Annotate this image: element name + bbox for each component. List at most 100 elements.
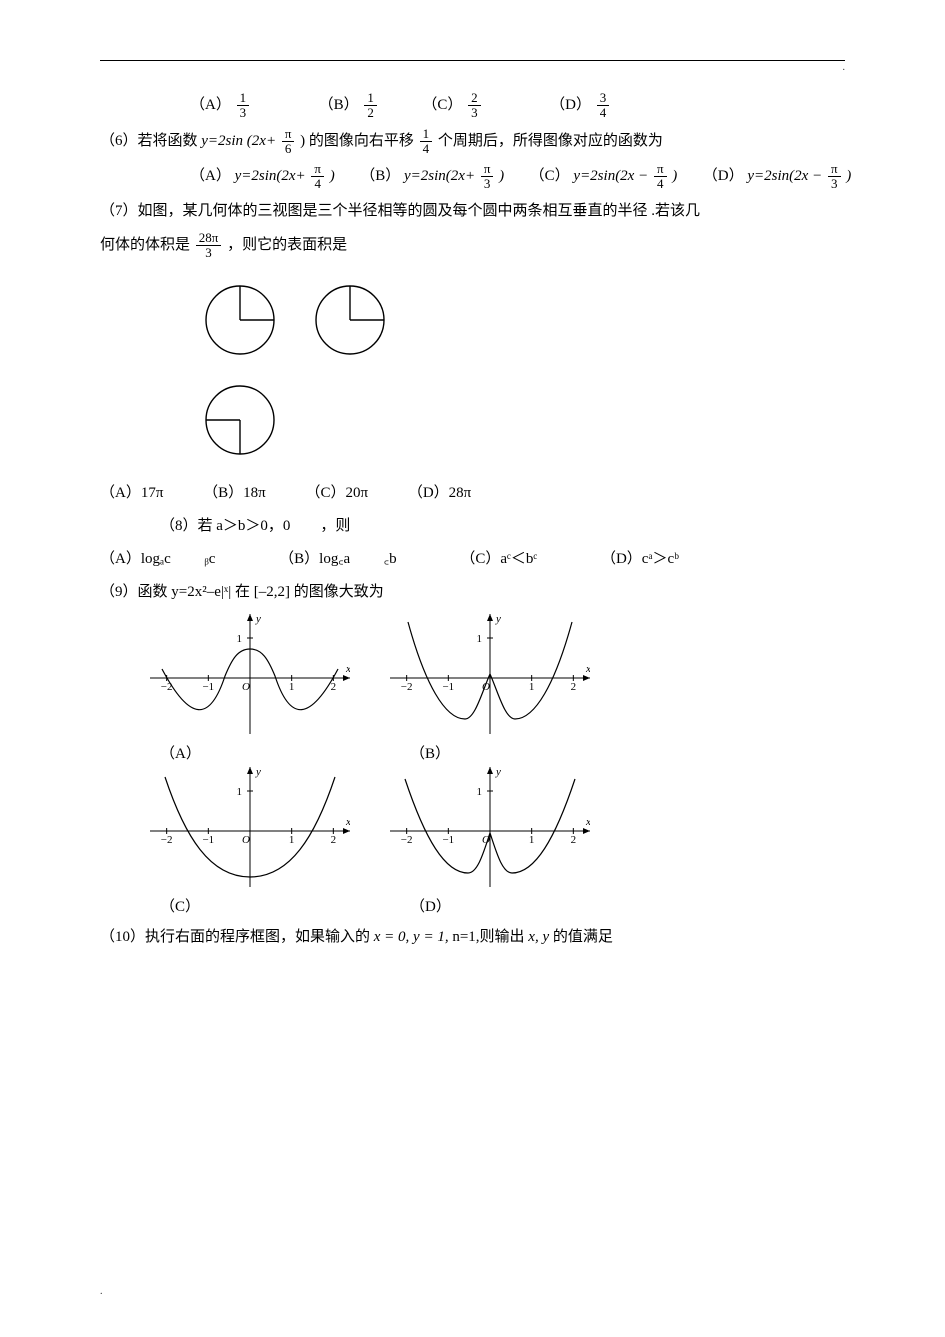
q10-expr2: x, y xyxy=(528,929,549,945)
svg-text:O: O xyxy=(242,834,250,846)
q6-text2: ) 的图像向右平移 xyxy=(300,133,414,149)
q6-fracC: π4 xyxy=(654,162,667,192)
q7-frac-vol: 28π3 xyxy=(196,231,222,261)
q6-fracD: π3 xyxy=(828,162,841,192)
q9-stem: （9）函数 y=2x²–e|ˣ| 在 [–2,2] 的图像大致为 xyxy=(100,579,845,606)
svg-text:x: x xyxy=(585,663,590,675)
q6-text1: （6）若将函数 xyxy=(100,133,201,149)
q6-exprA1: y=2sin(2x+ xyxy=(235,168,306,184)
svg-text:O: O xyxy=(242,681,250,693)
svg-text:2: 2 xyxy=(331,834,337,846)
svg-text:2: 2 xyxy=(571,834,577,846)
q7-text2b: ，则它的表面积是 xyxy=(227,237,347,253)
q6-exprB2: ) xyxy=(499,168,504,184)
q9-graph-A: −2 −1 1 2 1 Ox y xyxy=(150,614,390,734)
q6-fracA: π4 xyxy=(311,162,324,192)
q6-exprA2: ) xyxy=(330,168,335,184)
svg-text:1: 1 xyxy=(237,633,243,645)
svg-text:x: x xyxy=(585,816,590,828)
q6-fracB: π3 xyxy=(481,162,494,192)
q10-expr1: x = 0, y = 1, xyxy=(374,929,449,945)
q9-label-D: （D） xyxy=(400,891,650,916)
svg-text:−2: −2 xyxy=(401,681,413,693)
q6-frac-arg: π6 xyxy=(282,127,295,157)
q7-optC: （C）20π xyxy=(306,485,369,501)
q6-exprC2: ) xyxy=(672,168,677,184)
q7-figure xyxy=(190,270,450,470)
q6-exprB1: y=2sin(2x+ xyxy=(404,168,475,184)
q7-optD: （D）28π xyxy=(408,485,471,501)
q9-label-B: （B） xyxy=(400,738,650,763)
q5-optD-label: （D） xyxy=(550,97,591,113)
q6-fn-prefix: y=2sin (2x+ xyxy=(201,133,276,149)
q7-stem-line2: 何体的体积是 28π3 ，则它的表面积是 xyxy=(100,231,845,261)
q8-optB: （B）log꜀a ꜀b xyxy=(279,551,396,567)
q8-optC: （C）aᶜ＜bᶜ xyxy=(460,551,537,567)
q8-options: （A）logₐc ᵦc （B）log꜀a ꜀b （C）aᶜ＜bᶜ （D）cᵃ＞c… xyxy=(100,546,845,573)
q7-options: （A）17π （B）18π （C）20π （D）28π xyxy=(100,480,845,507)
q9-label-A: （A） xyxy=(150,738,400,763)
q6-options: （A） y=2sin(2x+ π4 ) （B） y=2sin(2x+ π3 ) … xyxy=(100,162,845,192)
svg-text:2: 2 xyxy=(571,681,577,693)
q8-optA: （A）logₐc ᵦc xyxy=(100,551,215,567)
q5-fracD: 34 xyxy=(597,91,610,121)
q6-exprD1: y=2sin(2x − xyxy=(747,168,822,184)
q7-optA: （A）17π xyxy=(100,485,163,501)
svg-text:1: 1 xyxy=(477,786,483,798)
q7-stem-line1: （7）如图，某几何体的三视图是三个半径相等的圆及每个圆中两条相互垂直的半径 .若… xyxy=(100,198,845,225)
corner-mark-bl: . xyxy=(100,1286,103,1297)
q7-optB: （B）18π xyxy=(203,485,266,501)
svg-text:1: 1 xyxy=(529,681,535,693)
q8-optD: （D）cᵃ＞cᵇ xyxy=(601,551,679,567)
q10-text1: （10）执行右面的程序框图，如果输入的 xyxy=(100,929,374,945)
q6-exprD2: ) xyxy=(846,168,851,184)
q6-frac-shift: 14 xyxy=(420,127,433,157)
svg-text:1: 1 xyxy=(289,681,295,693)
svg-text:1: 1 xyxy=(237,786,243,798)
svg-text:−2: −2 xyxy=(161,681,173,693)
svg-text:x: x xyxy=(345,816,350,828)
q6-optC-label: （C） xyxy=(530,168,570,184)
svg-text:1: 1 xyxy=(529,834,535,846)
q6-stem: （6）若将函数 y=2sin (2x+ π6 ) 的图像向右平移 14 个周期后… xyxy=(100,127,845,157)
svg-text:y: y xyxy=(255,767,261,778)
q5-optC-label: （C） xyxy=(422,97,462,113)
q5-fracA: 13 xyxy=(237,91,250,121)
svg-text:2: 2 xyxy=(331,681,337,693)
q9-graph-D: −2−1121Oxy xyxy=(390,767,630,887)
q5-fracB: 12 xyxy=(364,91,377,121)
q6-optA-label: （A） xyxy=(190,168,231,184)
q10-text3: 的值满足 xyxy=(553,929,613,945)
three-view-svg xyxy=(190,270,410,470)
q9-graph-B: −2−1121Oxy xyxy=(390,614,630,734)
svg-text:y: y xyxy=(495,614,501,625)
svg-text:x: x xyxy=(345,663,350,675)
svg-text:1: 1 xyxy=(289,834,295,846)
q5-optA-label: （A） xyxy=(190,97,231,113)
q5-fracC: 23 xyxy=(468,91,481,121)
q7-text2a: 何体的体积是 xyxy=(100,237,190,253)
svg-text:y: y xyxy=(255,614,261,625)
q10-stem: （10）执行右面的程序框图，如果输入的 x = 0, y = 1, n=1,则输… xyxy=(100,924,845,951)
svg-text:−1: −1 xyxy=(202,834,214,846)
page: . （A） 13 （B） 12 （C） 23 （D） 34 （6）若将函数 y=… xyxy=(0,0,945,1337)
svg-text:−1: −1 xyxy=(442,681,454,693)
svg-text:−2: −2 xyxy=(161,834,173,846)
q5-options: （A） 13 （B） 12 （C） 23 （D） 34 xyxy=(100,91,845,121)
q6-exprC1: y=2sin(2x − xyxy=(573,168,648,184)
q5-optB-label: （B） xyxy=(319,97,359,113)
svg-text:1: 1 xyxy=(477,633,483,645)
svg-text:−2: −2 xyxy=(401,834,413,846)
q6-optB-label: （B） xyxy=(360,168,400,184)
svg-text:−1: −1 xyxy=(202,681,214,693)
q9-graph-grid: −2 −1 1 2 1 Ox y −2 −1 1 2 1 Ox y （A） （B） −2 −1 1 2 1 Ox y… xyxy=(150,614,845,916)
q9-graph-C: −2 −1 1 2 1 Ox y xyxy=(150,767,390,887)
q6-optD-label: （D） xyxy=(703,168,744,184)
q9-label-C: （C） xyxy=(150,891,400,916)
q8-stem: （8）若 a＞b＞0，0 ，则 xyxy=(100,513,845,540)
svg-text:−1: −1 xyxy=(442,834,454,846)
corner-mark-tr: . xyxy=(843,62,846,73)
svg-text:y: y xyxy=(495,767,501,778)
top-rule xyxy=(100,60,845,61)
q6-text3: 个周期后，所得图像对应的函数为 xyxy=(438,133,663,149)
